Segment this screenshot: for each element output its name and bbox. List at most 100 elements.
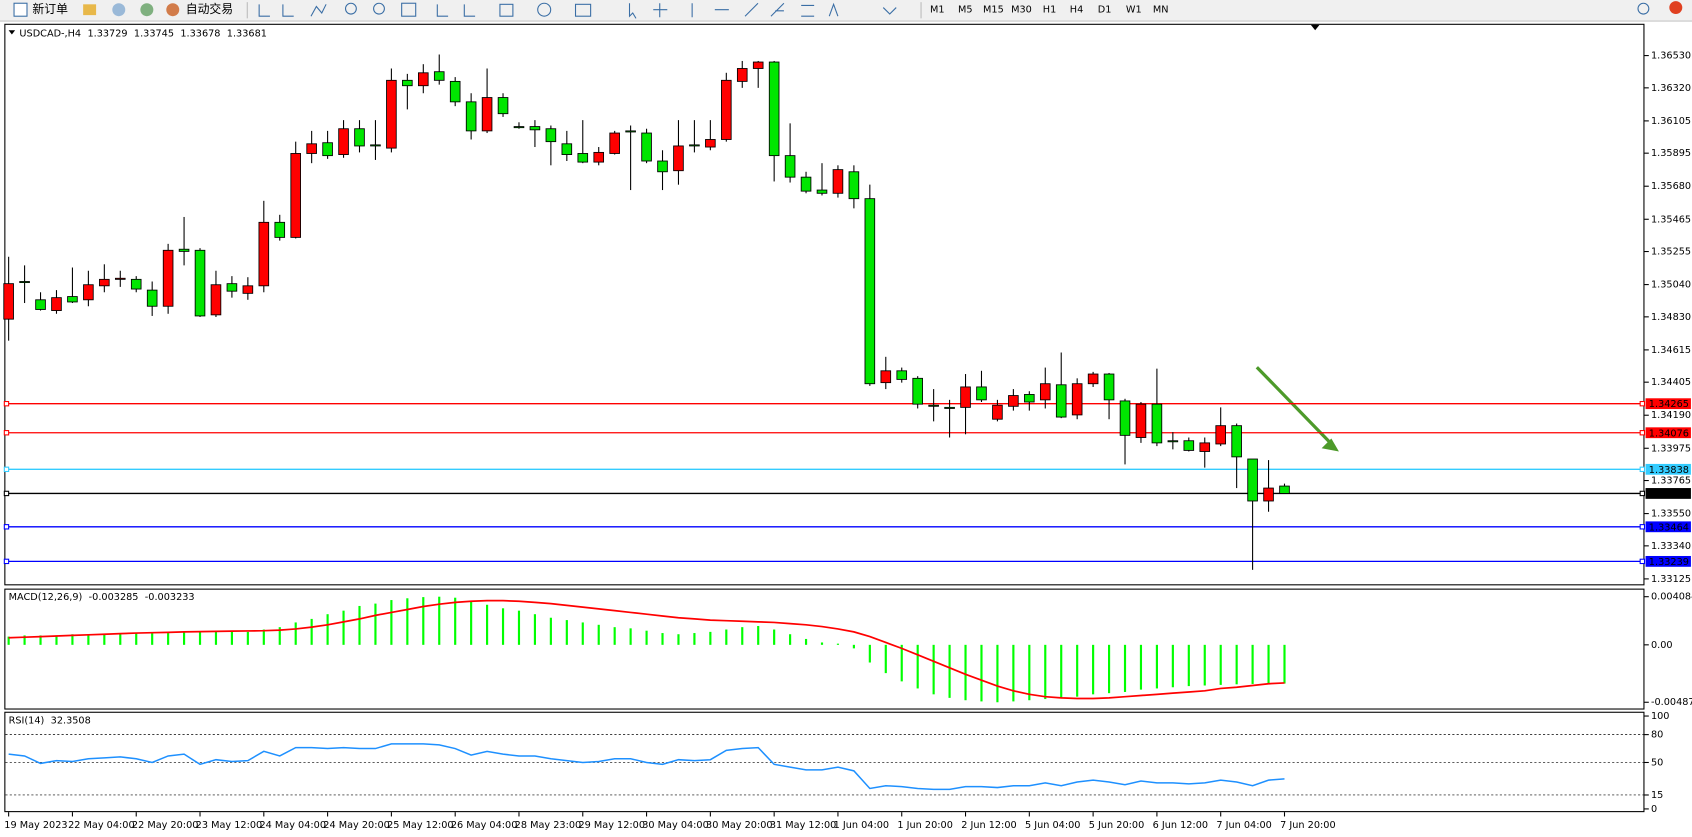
scroll-icons[interactable] xyxy=(436,4,476,17)
candle-body xyxy=(816,189,828,194)
chart-header: USDCAD-,H4 1.33729 1.33745 1.33678 1.336… xyxy=(19,28,266,39)
level-label: 1.33838 xyxy=(1649,465,1689,476)
timeframe-button[interactable]: M15 xyxy=(983,5,1004,16)
x-tick-label: 22 May 20:00 xyxy=(132,820,199,831)
y-tick-label: 1.36320 xyxy=(1651,83,1691,94)
x-tick-label: 1 Jun 04:00 xyxy=(834,820,889,831)
x-tick-label: 5 Jun 04:00 xyxy=(1025,820,1080,831)
notification-badge[interactable] xyxy=(1669,1,1683,15)
level-handle xyxy=(1639,400,1646,407)
candle-body xyxy=(433,71,445,81)
last-low: 1.33678 xyxy=(180,28,220,39)
timeframe-button[interactable]: D1 xyxy=(1098,5,1112,16)
drawing-tools[interactable] xyxy=(628,2,815,19)
chart-menu-marker xyxy=(8,30,16,35)
candle-body xyxy=(880,370,892,384)
candle-body xyxy=(1279,485,1290,494)
candle-body xyxy=(258,221,270,287)
timeframe-button[interactable]: M30 xyxy=(1011,5,1032,16)
tool-icon[interactable] xyxy=(83,4,97,16)
timeframe-button[interactable]: M5 xyxy=(958,5,973,16)
x-tick-label: 24 May 04:00 xyxy=(259,820,326,831)
candle-body xyxy=(162,249,174,307)
candle-body xyxy=(1135,403,1147,438)
candle-body xyxy=(752,61,764,69)
candle-body xyxy=(1199,442,1211,452)
zoom-in-icon[interactable] xyxy=(344,2,357,15)
x-tick-label: 22 May 04:00 xyxy=(68,820,135,831)
rsi-last: 32.3508 xyxy=(51,715,91,726)
level-handle xyxy=(3,466,10,473)
level-handle xyxy=(3,558,10,565)
level-handle xyxy=(1639,524,1646,530)
candle-body xyxy=(832,169,844,194)
y-tick-label: 1.34405 xyxy=(1651,377,1691,388)
macd-header: MACD(12,26,9) -0.003285 -0.003233 xyxy=(9,592,195,603)
timeframe-button[interactable]: W1 xyxy=(1126,5,1142,16)
x-tick-label: 19 May 2023 xyxy=(4,820,67,831)
y-tick-label: 0.004084 xyxy=(1651,592,1692,603)
candle-body xyxy=(529,126,541,131)
candle-body xyxy=(1071,383,1083,416)
y-tick-label: 80 xyxy=(1651,730,1663,741)
candle-body xyxy=(35,299,46,310)
arrow-shaft xyxy=(1255,366,1333,446)
timeframe-button[interactable]: MN xyxy=(1153,5,1169,16)
x-tick-label: 6 Jun 12:00 xyxy=(1153,820,1208,831)
candle-body xyxy=(609,132,620,154)
chart-type-icons[interactable] xyxy=(258,4,327,17)
search-icon[interactable] xyxy=(1637,2,1650,15)
zoom-out-icon[interactable] xyxy=(373,2,385,15)
y-tick-label: 1.35680 xyxy=(1651,181,1691,192)
x-tick-label: 28 May 23:00 xyxy=(515,820,582,831)
new-order-icon[interactable] xyxy=(13,2,28,17)
candle-body xyxy=(545,128,557,143)
rsi-line xyxy=(8,743,1285,791)
tile-icon[interactable] xyxy=(401,2,417,17)
chart-shift-marker[interactable] xyxy=(1310,24,1320,31)
y-tick-label: 1.34615 xyxy=(1651,345,1691,356)
price-panel xyxy=(4,23,1645,586)
x-tick-label: 2 Jun 12:00 xyxy=(961,820,1016,831)
tool-icon[interactable] xyxy=(140,3,154,17)
timeframe-button[interactable]: H1 xyxy=(1043,5,1056,16)
candle-body xyxy=(1183,440,1195,451)
new-order-button[interactable]: 新订单 xyxy=(32,2,68,16)
tool-icon[interactable] xyxy=(112,3,126,17)
candle-body xyxy=(114,277,126,280)
toolbar: 新订单 自动交易 xyxy=(0,0,1692,22)
candle-body xyxy=(1215,425,1226,445)
level-label-bg xyxy=(1645,521,1691,533)
level-label: 1.34076 xyxy=(1649,428,1689,439)
y-tick-label: 1.33765 xyxy=(1651,476,1691,487)
auto-trading-button[interactable]: 自动交易 xyxy=(186,2,233,16)
timeframe-button[interactable]: H4 xyxy=(1070,5,1083,16)
candle-body xyxy=(402,79,413,87)
candle-body xyxy=(657,160,668,173)
candle-body xyxy=(1024,394,1035,403)
x-tick-label: 30 May 20:00 xyxy=(706,820,773,831)
timeframe-button[interactable]: M1 xyxy=(930,5,945,16)
text-tools[interactable] xyxy=(828,2,897,17)
candle-body xyxy=(800,176,812,192)
candle-body xyxy=(306,143,317,154)
level-handle xyxy=(1639,466,1646,473)
templates-icon[interactable] xyxy=(574,3,592,17)
candle-body xyxy=(561,143,573,155)
last-open: 1.33729 xyxy=(87,28,127,39)
x-tick-label: 23 May 12:00 xyxy=(196,820,263,831)
macd-title: MACD(12,26,9) xyxy=(9,592,83,603)
indicators-icon[interactable] xyxy=(499,3,514,17)
periods-icon[interactable] xyxy=(537,2,552,17)
candle-body xyxy=(338,128,349,155)
candle-body xyxy=(226,283,238,292)
y-tick-label: 1.35255 xyxy=(1651,247,1691,258)
y-tick-label: 1.34190 xyxy=(1651,410,1691,421)
level-label-bg xyxy=(1645,398,1691,410)
auto-trading-icon[interactable] xyxy=(166,3,180,17)
rsi-panel xyxy=(4,711,1645,813)
level-label-bg xyxy=(1645,555,1691,567)
candle-body xyxy=(99,278,110,287)
x-tick-label: 29 May 12:00 xyxy=(578,820,645,831)
